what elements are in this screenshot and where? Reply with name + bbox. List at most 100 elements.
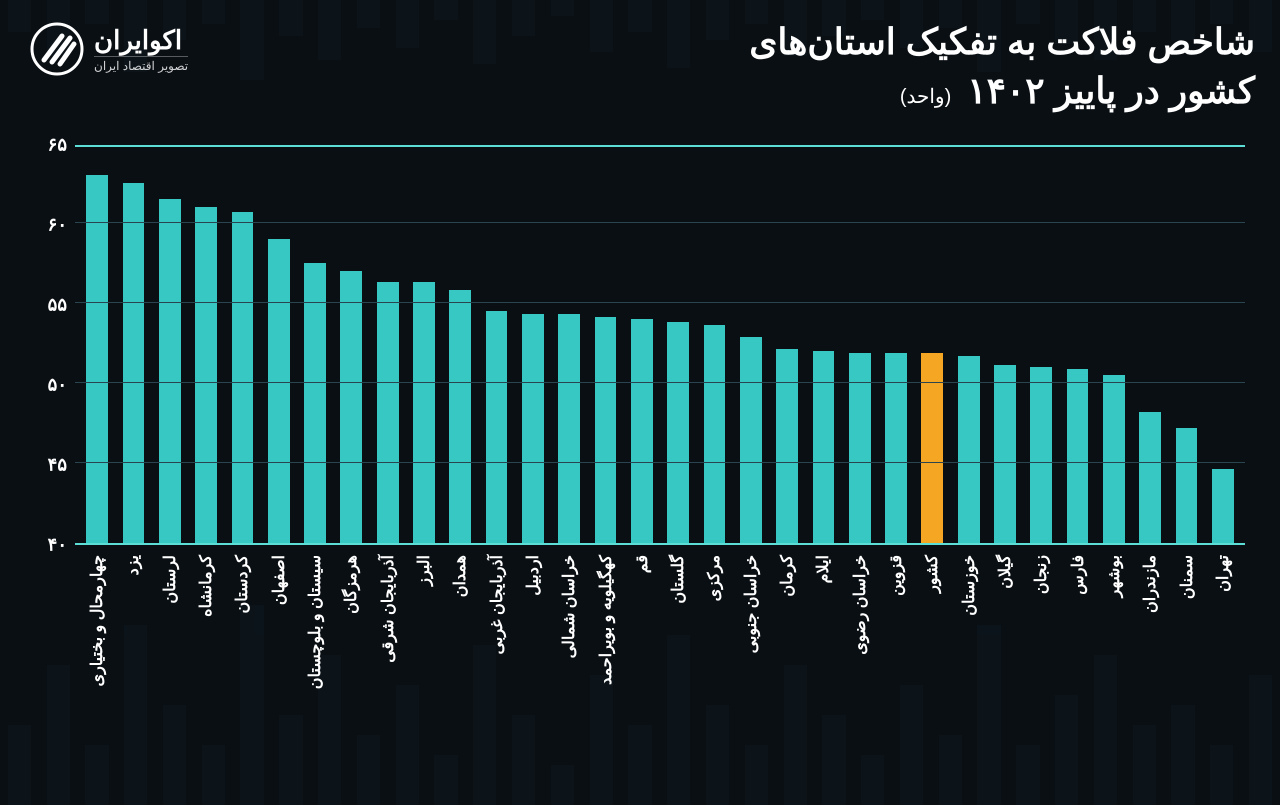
x-label: کشور [914, 549, 950, 769]
y-tick-label: ۴۰ [48, 535, 67, 556]
y-tick-label: ۴۵ [48, 455, 67, 476]
x-label: اصفهان [261, 549, 297, 769]
bar [958, 356, 980, 543]
bar-column [261, 147, 297, 543]
bar-column [188, 147, 224, 543]
bar-column [1132, 147, 1168, 543]
x-label: تهران [1205, 549, 1241, 769]
bar [704, 325, 726, 543]
bar-column [478, 147, 514, 543]
bar [1212, 469, 1234, 543]
bar [595, 317, 617, 543]
x-label: کهگیلویه و بویراحمد [587, 549, 623, 769]
bar-column [1059, 147, 1095, 543]
x-label: البرز [406, 549, 442, 769]
x-label: گیلان [987, 549, 1023, 769]
bar-column [987, 147, 1023, 543]
y-tick-label: ۵۵ [48, 295, 67, 316]
x-label: یزد [115, 549, 151, 769]
bar-column [406, 147, 442, 543]
x-label: قم [624, 549, 660, 769]
bar [522, 314, 544, 543]
bar-column [224, 147, 260, 543]
x-label: خراسان رضوی [842, 549, 878, 769]
bar [1067, 369, 1089, 543]
x-label: آذربایجان شرقی [370, 549, 406, 769]
gridline [75, 462, 1245, 463]
x-label: قزوین [878, 549, 914, 769]
bar-column [370, 147, 406, 543]
bar-column [1168, 147, 1204, 543]
gridline [75, 222, 1245, 223]
y-tick-label: ۶۰ [48, 215, 67, 236]
x-label: کرمانشاه [188, 549, 224, 769]
x-label: لرستان [152, 549, 188, 769]
x-label: خراسان جنوبی [733, 549, 769, 769]
bar [558, 314, 580, 543]
bar-column [152, 147, 188, 543]
bar [740, 337, 762, 543]
chart-title-block: شاخص فلاکت به تفکیک استان‌های کشور در پا… [749, 18, 1255, 115]
bar [1030, 367, 1052, 543]
y-tick-label: ۵۰ [48, 375, 67, 396]
bar [813, 351, 835, 543]
bar-column [551, 147, 587, 543]
bar-column [297, 147, 333, 543]
bar [268, 239, 290, 543]
bar [413, 282, 435, 543]
bar [667, 322, 689, 543]
bar [304, 263, 326, 543]
x-label: مرکزی [696, 549, 732, 769]
logo-icon [30, 22, 84, 76]
bar-column [914, 147, 950, 543]
gridline [75, 382, 1245, 383]
x-label: مازندران [1132, 549, 1168, 769]
plot-area [75, 145, 1245, 545]
bar [631, 319, 653, 543]
x-label: فارس [1059, 549, 1095, 769]
x-label: سیستان و بلوچستان [297, 549, 333, 769]
x-label: اردبیل [515, 549, 551, 769]
x-label: آذربایجان غربی [478, 549, 514, 769]
gridline [75, 302, 1245, 303]
bar-column [442, 147, 478, 543]
bar-column [769, 147, 805, 543]
bar-column [842, 147, 878, 543]
bar-column [951, 147, 987, 543]
bar [449, 290, 471, 543]
bar-column [515, 147, 551, 543]
bar [486, 311, 508, 543]
x-axis-labels: چهارمحال و بختیارییزدلرستانکرمانشاهکردست… [75, 549, 1245, 769]
x-label: چهارمحال و بختیاری [79, 549, 115, 769]
logo-main-text: اکوایران [94, 25, 188, 56]
bar [159, 199, 181, 543]
bar [340, 271, 362, 543]
bar-column [1023, 147, 1059, 543]
brand-logo: اکوایران تصویر اقتصاد ایران [30, 22, 188, 76]
x-label: ایلام [805, 549, 841, 769]
x-label: بوشهر [1096, 549, 1132, 769]
x-label: کردستان [224, 549, 260, 769]
bar-column [805, 147, 841, 543]
bar [994, 365, 1016, 543]
bar [1176, 428, 1198, 543]
x-label: هرمزگان [333, 549, 369, 769]
bar [776, 349, 798, 543]
x-label: سمنان [1168, 549, 1204, 769]
x-label: همدان [442, 549, 478, 769]
logo-sub-text: تصویر اقتصاد ایران [94, 56, 188, 73]
x-label: کرمان [769, 549, 805, 769]
bar-column [79, 147, 115, 543]
bar [195, 207, 217, 543]
bar-column [333, 147, 369, 543]
bar-column [660, 147, 696, 543]
bar [377, 282, 399, 543]
bar-column [1096, 147, 1132, 543]
title-line-1: شاخص فلاکت به تفکیک استان‌های [749, 18, 1255, 67]
unit-label: (واحد) [900, 86, 951, 108]
bar-column [1205, 147, 1241, 543]
x-label: زنجان [1023, 549, 1059, 769]
bar-column [115, 147, 151, 543]
bar-column [878, 147, 914, 543]
y-tick-label: ۶۵ [48, 135, 67, 156]
